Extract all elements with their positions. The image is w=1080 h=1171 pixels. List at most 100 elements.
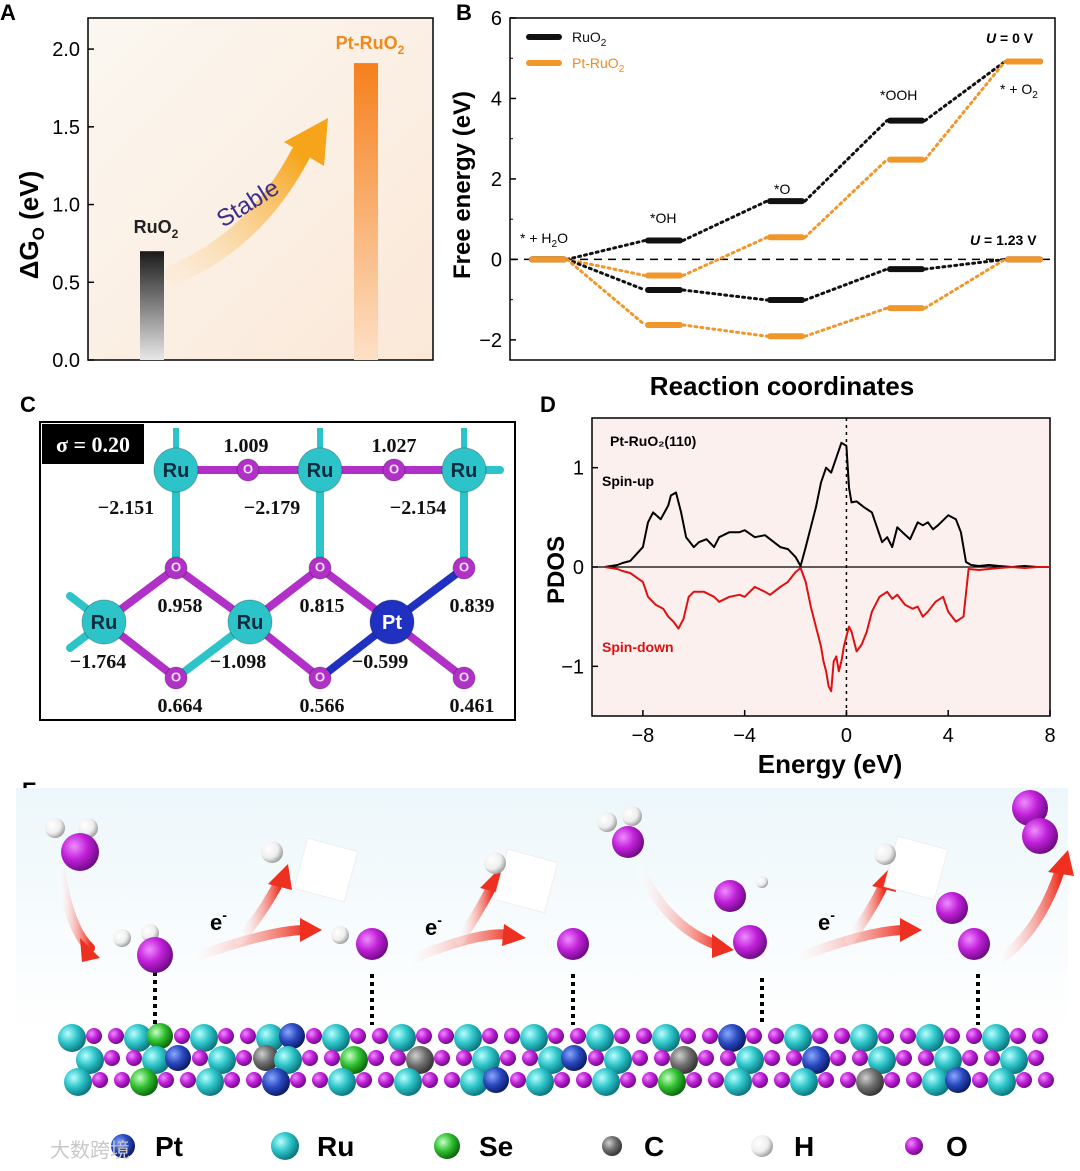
b-level-2-3	[887, 266, 925, 273]
arrow-o2-release	[995, 865, 1065, 965]
c-o-atom-4	[452, 556, 476, 580]
electron-charge-0: -	[222, 907, 227, 923]
b-xlabel: Reaction coordinates	[650, 371, 914, 400]
b-connector-1	[681, 235, 769, 278]
slab-ru-atom	[784, 1024, 812, 1052]
b-level-2-2	[767, 297, 805, 304]
slab-o-atom	[966, 1028, 982, 1044]
a-ytick-label: 1.0	[52, 195, 80, 217]
c-o-atom-5	[164, 666, 188, 690]
b-level-3-4	[1005, 256, 1043, 263]
slab-ru-atom	[538, 1046, 566, 1074]
mol-o-atom	[958, 928, 990, 960]
step-label-h2o: * + H2O	[520, 230, 568, 250]
slab-pt-atom	[262, 1068, 290, 1096]
slab-o-atom	[708, 1072, 724, 1088]
charge-o-top-1: 1.009	[224, 435, 269, 457]
d-ytick-label: 1	[573, 458, 584, 480]
arrow-step3-right	[791, 925, 911, 963]
b-connector-1	[565, 257, 647, 278]
arrow-step3-right-head	[900, 918, 922, 942]
slab-ru-atom	[460, 1068, 488, 1096]
b-connector-0	[565, 239, 647, 261]
a-ytick-label: 1.5	[52, 117, 80, 139]
slab-o-atom	[906, 1072, 922, 1088]
d-xtick-label: −4	[733, 725, 756, 747]
slab-ru-atom	[736, 1046, 764, 1074]
slab-o-atom	[812, 1028, 828, 1044]
slab-ru-atom	[196, 1068, 224, 1096]
legend-c-label: C	[644, 1131, 664, 1162]
slab-ru-atom	[322, 1024, 350, 1052]
mol-o-atom	[936, 892, 968, 924]
proton-card-0	[293, 837, 359, 903]
slab-o-atom	[786, 1050, 802, 1066]
charge-ru-top-3: −2.154	[390, 497, 446, 519]
slab-o-atom	[884, 1072, 900, 1088]
slab-o-atom	[614, 1028, 630, 1044]
b-connector-2	[681, 288, 769, 302]
c-o-atom-1-label: O	[389, 462, 399, 477]
slab-o-atom	[570, 1028, 586, 1044]
slab-ru-atom	[394, 1068, 422, 1096]
slab-c-atom	[406, 1046, 434, 1074]
panel-label-b: B	[456, 0, 472, 25]
b-level-1-3	[887, 156, 925, 163]
c-ru-atom-1-label: Ru	[307, 460, 334, 482]
b-ytick-label: 4	[491, 88, 502, 110]
slab-o-atom	[422, 1072, 438, 1088]
slab-pt-atom	[165, 1045, 191, 1071]
slab-pt-atom	[279, 1023, 305, 1049]
a-bar-0	[140, 251, 164, 360]
stable-arrowhead	[284, 118, 328, 166]
charge-ru-top-1: −2.151	[98, 497, 154, 519]
c-o-atom-6-label: O	[315, 670, 325, 685]
legend-o-label: O	[946, 1131, 968, 1162]
slab-o-atom	[482, 1028, 498, 1044]
a-ytick-label: 2.0	[52, 39, 80, 61]
slab-o-atom	[224, 1072, 240, 1088]
b-level-3-1	[645, 321, 683, 328]
charge-o-mid-1: 0.958	[158, 595, 203, 617]
c-ru-atom-3	[81, 599, 127, 645]
b-level-0-2	[767, 198, 805, 205]
mol-h-atom	[597, 812, 617, 832]
b-level-1-2	[767, 234, 805, 241]
legend-h-swatch	[751, 1135, 773, 1157]
b-ytick-label: 2	[491, 169, 502, 191]
d-xtick-label: 0	[841, 725, 852, 747]
slab-pt-atom	[483, 1067, 509, 1093]
mol-o-atom	[1022, 818, 1058, 854]
slab-o-atom	[444, 1072, 460, 1088]
b-level-3-2	[767, 333, 805, 340]
b-connector-0	[681, 199, 769, 243]
slab-o-atom	[438, 1028, 454, 1044]
slab-o-atom	[180, 1072, 196, 1088]
legend-swatch-ruo2	[526, 34, 562, 40]
slab-se-atom	[658, 1068, 686, 1096]
step-label-oh: *OH	[650, 210, 676, 226]
slab-o-atom	[900, 1028, 916, 1044]
slab-o-atom	[746, 1028, 762, 1044]
b-connector-0	[803, 119, 889, 203]
slab-se-atom	[130, 1068, 158, 1096]
mol-h-atom	[261, 841, 283, 863]
slab-o-atom	[686, 1072, 702, 1088]
mol-o-atom	[733, 925, 767, 959]
legend-swatch-ptruo2	[526, 60, 562, 66]
slab-ru-atom	[76, 1046, 104, 1074]
slab-o-atom	[510, 1072, 526, 1088]
arrow-h2o-adsorb	[55, 865, 95, 953]
spin-up-label: Spin-up	[602, 473, 654, 489]
slab-o-atom	[240, 1028, 256, 1044]
b-connector-2	[803, 267, 889, 302]
c-o-atom-2-label: O	[171, 560, 181, 575]
slab-o-atom	[368, 1050, 384, 1066]
slab-ru-atom	[454, 1024, 482, 1052]
charge-o-bot-1: 0.664	[158, 695, 203, 717]
c-ru-atom-3-label: Ru	[91, 612, 118, 634]
c-ru-atom-1	[297, 447, 343, 493]
slab-c-atom	[856, 1068, 884, 1096]
arrow-step1-right-head	[300, 918, 322, 942]
slab-ru-atom	[328, 1068, 356, 1096]
